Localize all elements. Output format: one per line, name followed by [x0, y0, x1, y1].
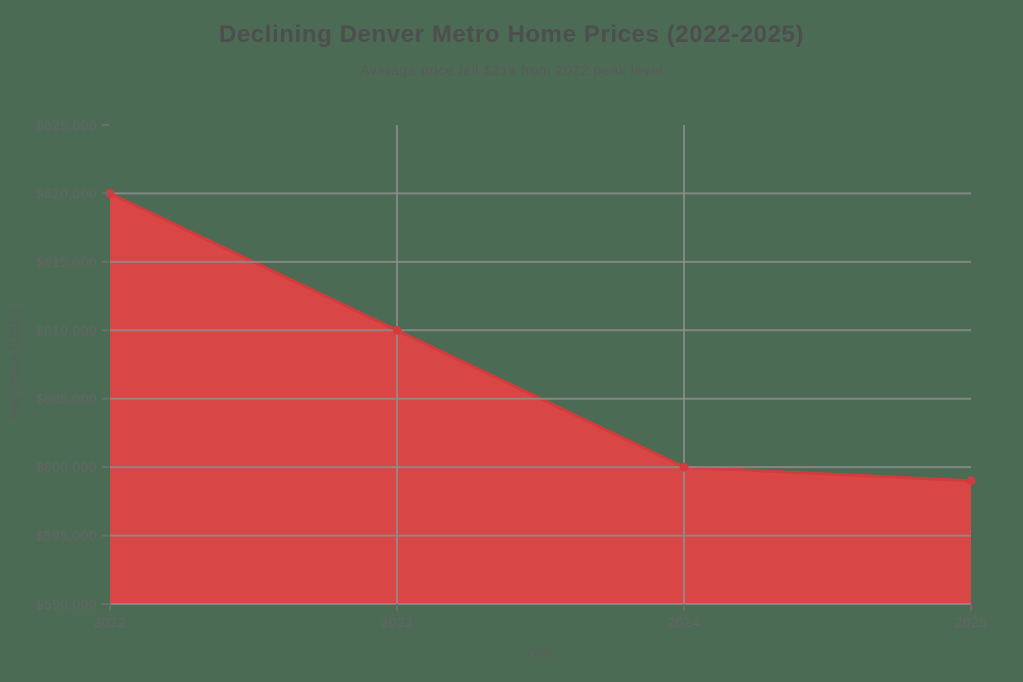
- y-tick-label: $615,000: [36, 255, 97, 270]
- y-tick-label: $605,000: [36, 392, 97, 407]
- chart-subtitle: Average price fell $21k from 2022 peak l…: [360, 62, 663, 78]
- y-tick-label: $600,000: [36, 460, 97, 475]
- x-tick-label: 2023: [381, 615, 413, 630]
- chart-title: Declining Denver Metro Home Prices (2022…: [218, 21, 805, 48]
- x-tick-label: 2022: [94, 615, 126, 630]
- data-point-marker: [966, 476, 976, 486]
- data-point-marker: [105, 188, 115, 198]
- x-tick-label: 2024: [668, 615, 700, 630]
- y-tick-label: $590,000: [36, 597, 97, 612]
- data-point-marker: [392, 325, 402, 335]
- y-tick-label: $610,000: [36, 323, 97, 338]
- y-tick-label: $595,000: [36, 529, 97, 544]
- x-axis-label: Year: [524, 644, 556, 660]
- y-axis-label: Avg Price (USD): [6, 308, 22, 420]
- data-point-marker: [679, 462, 689, 472]
- y-tick-label: $625,000: [36, 118, 97, 133]
- y-tick-label: $620,000: [36, 186, 97, 201]
- x-tick-label: 2025: [955, 615, 987, 630]
